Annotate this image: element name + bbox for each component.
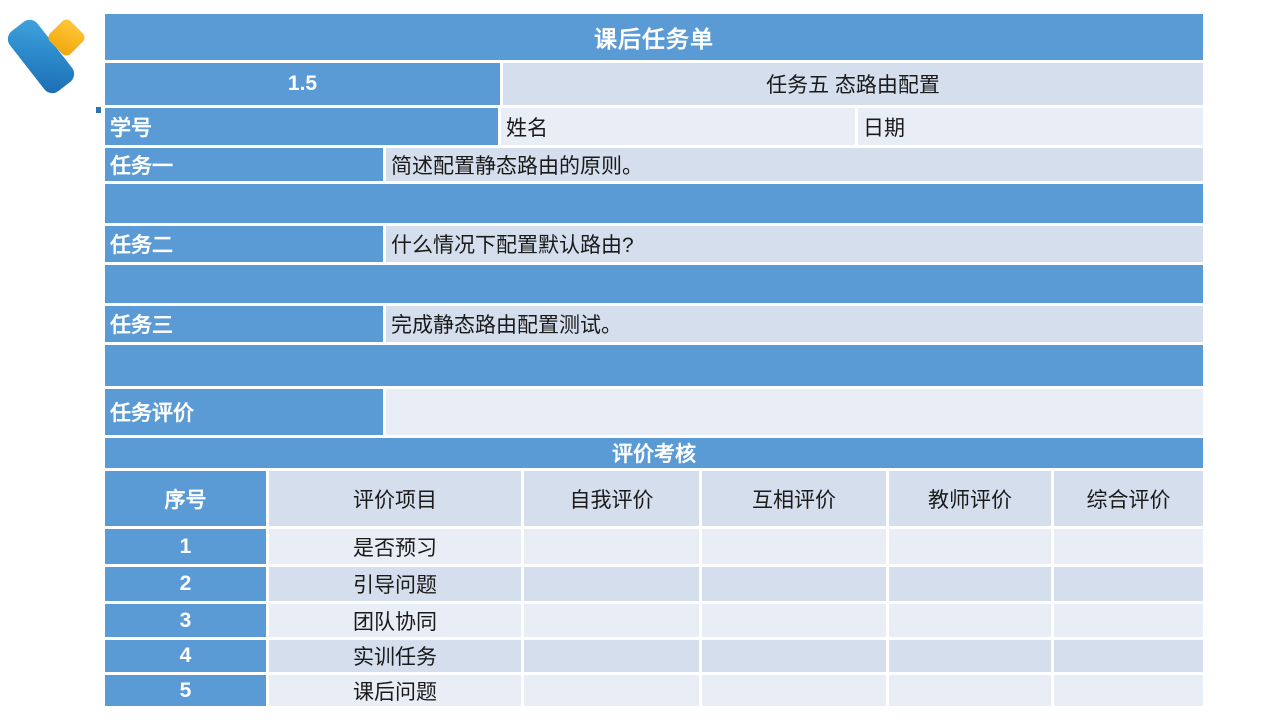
task-2-label: 任务二 — [105, 226, 383, 262]
task-evaluation-label: 任务评价 — [105, 389, 383, 435]
self-score-cell — [524, 567, 699, 601]
row-item: 实训任务 — [269, 640, 521, 672]
row-item: 课后问题 — [269, 675, 521, 706]
evaluation-row-2: 2 引导问题 — [105, 567, 1203, 601]
task-2-content: 什么情况下配置默认路由? — [386, 226, 1203, 262]
peer-score-cell — [702, 640, 886, 672]
teacher-score-cell — [889, 640, 1051, 672]
teacher-score-cell — [889, 604, 1051, 637]
teacher-score-cell — [889, 529, 1051, 564]
task-evaluation-row: 任务评价 — [105, 389, 1203, 435]
overall-score-cell — [1054, 604, 1203, 637]
section-code: 1.5 — [105, 63, 500, 105]
evaluation-row-4: 4 实训任务 — [105, 640, 1203, 672]
overall-score-cell — [1054, 529, 1203, 564]
task-1-content: 简述配置静态路由的原则。 — [386, 148, 1203, 181]
task-1-answer-cell — [105, 184, 1203, 223]
overall-score-cell — [1054, 640, 1203, 672]
row-number: 4 — [105, 640, 266, 672]
task-3-answer-cell — [105, 345, 1203, 386]
peer-score-cell — [702, 567, 886, 601]
peer-score-cell — [702, 529, 886, 564]
student-info-row: 学号 姓名 日期 — [105, 108, 1203, 145]
row-number: 3 — [105, 604, 266, 637]
task-title: 任务五 态路由配置 — [503, 63, 1203, 105]
task-2-answer-area — [105, 265, 1203, 303]
name-label: 姓名 — [501, 108, 855, 145]
evaluation-row-5: 5 课后问题 — [105, 675, 1203, 706]
col-header-self: 自我评价 — [524, 471, 699, 526]
row-item: 是否预习 — [269, 529, 521, 564]
overall-score-cell — [1054, 675, 1203, 706]
self-score-cell — [524, 675, 699, 706]
self-score-cell — [524, 640, 699, 672]
col-header-peer: 互相评价 — [702, 471, 886, 526]
col-header-no: 序号 — [105, 471, 266, 526]
task-evaluation-value-cell — [386, 389, 1203, 435]
row-number: 1 — [105, 529, 266, 564]
task-3-label: 任务三 — [105, 306, 383, 342]
evaluation-row-1: 1 是否预习 — [105, 529, 1203, 564]
task-3-answer-area — [105, 345, 1203, 386]
task-row-1: 任务一 简述配置静态路由的原则。 — [105, 148, 1203, 181]
teacher-score-cell — [889, 675, 1051, 706]
corner-mark — [96, 107, 101, 113]
date-label: 日期 — [858, 108, 1203, 145]
task-1-label: 任务一 — [105, 148, 383, 181]
task-2-answer-cell — [105, 265, 1203, 303]
col-header-overall: 综合评价 — [1054, 471, 1203, 526]
section-row: 1.5 任务五 态路由配置 — [105, 63, 1203, 105]
self-score-cell — [524, 529, 699, 564]
self-score-cell — [524, 604, 699, 637]
row-item: 团队协同 — [269, 604, 521, 637]
evaluation-title-row: 评价考核 — [105, 438, 1203, 468]
row-number: 2 — [105, 567, 266, 601]
task-3-content: 完成静态路由配置测试。 — [386, 306, 1203, 342]
task-row-2: 任务二 什么情况下配置默认路由? — [105, 226, 1203, 262]
task-1-answer-area — [105, 184, 1203, 223]
evaluation-row-3: 3 团队协同 — [105, 604, 1203, 637]
student-id-label: 学号 — [105, 108, 498, 145]
brand-logo — [0, 0, 110, 120]
col-header-item: 评价项目 — [269, 471, 521, 526]
col-header-teacher: 教师评价 — [889, 471, 1051, 526]
teacher-score-cell — [889, 567, 1051, 601]
evaluation-title: 评价考核 — [105, 438, 1203, 468]
task-sheet-table: 课后任务单 1.5 任务五 态路由配置 学号 姓名 日期 任务一 简述配置静态路… — [105, 0, 1203, 720]
overall-score-cell — [1054, 567, 1203, 601]
peer-score-cell — [702, 675, 886, 706]
row-number: 5 — [105, 675, 266, 706]
task-row-3: 任务三 完成静态路由配置测试。 — [105, 306, 1203, 342]
evaluation-header-row: 序号 评价项目 自我评价 互相评价 教师评价 综合评价 — [105, 471, 1203, 526]
title-row: 课后任务单 — [105, 14, 1203, 60]
peer-score-cell — [702, 604, 886, 637]
row-item: 引导问题 — [269, 567, 521, 601]
sheet-title: 课后任务单 — [105, 14, 1203, 60]
